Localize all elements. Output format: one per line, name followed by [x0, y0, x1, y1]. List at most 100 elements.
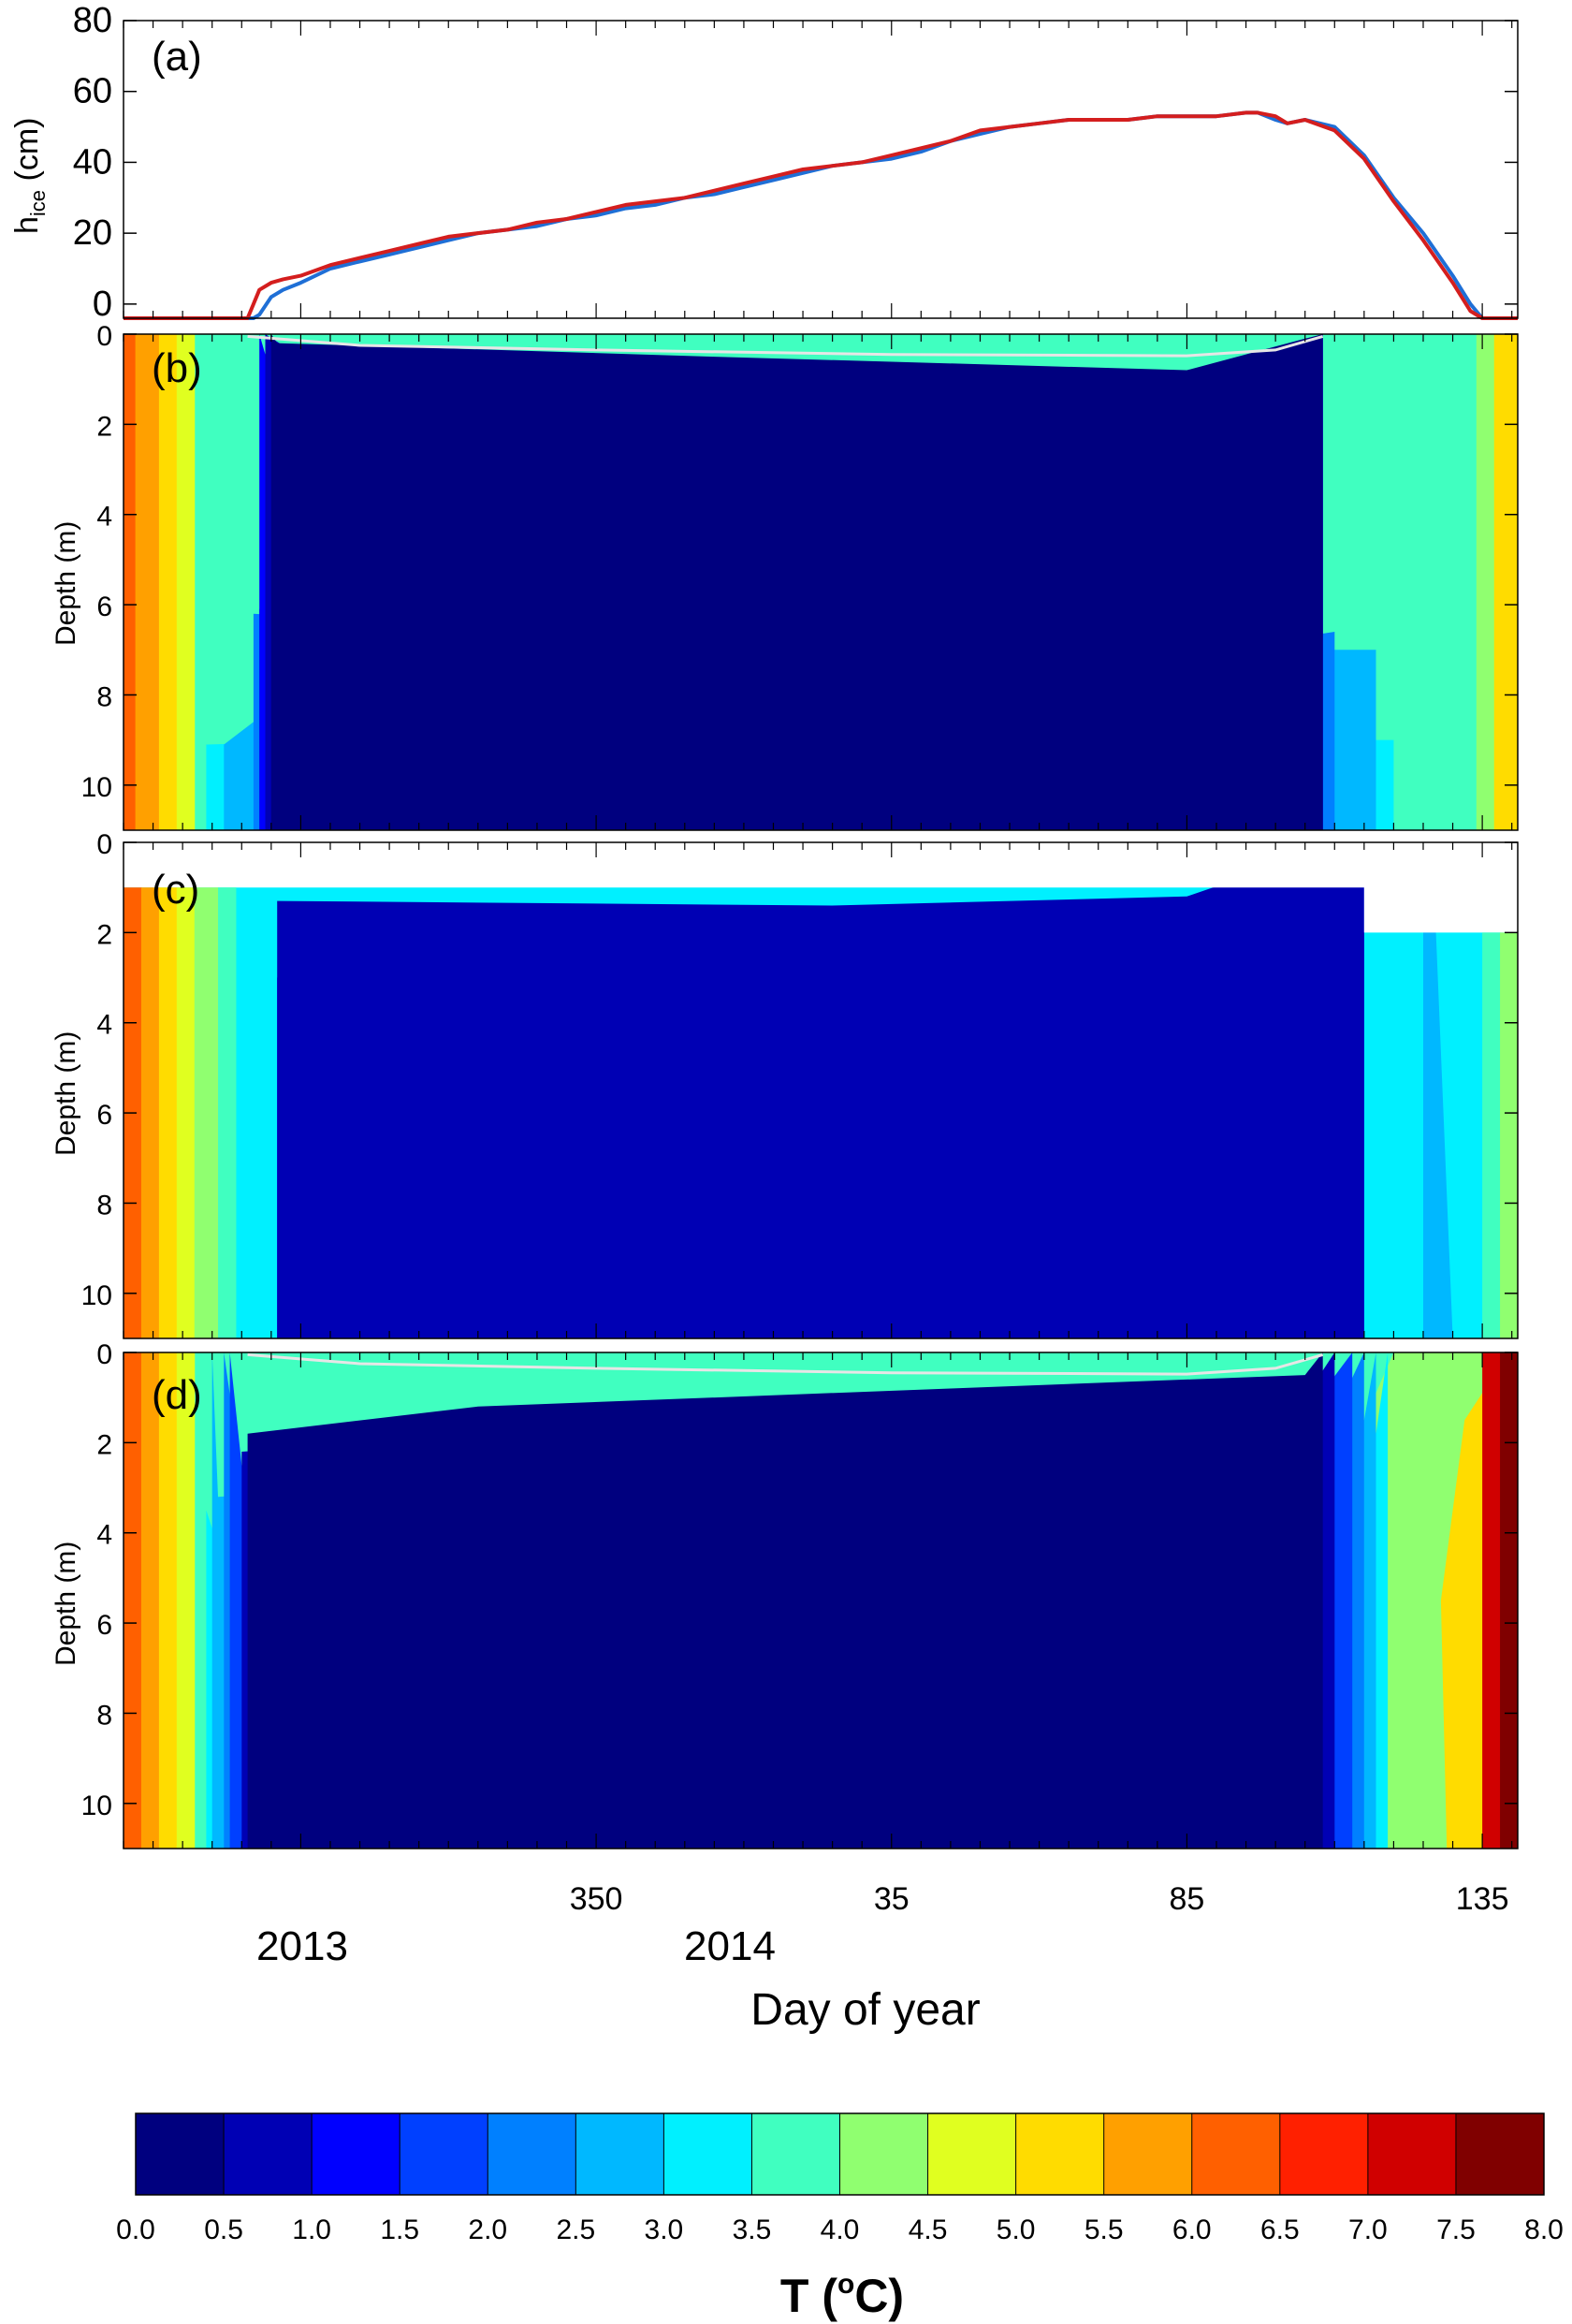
side-column-b-1 [135, 334, 160, 830]
colorbar-label: T (oC) [780, 2269, 904, 2322]
side-column-b-5 [1493, 334, 1518, 830]
xtick-label-85: 85 [1170, 1881, 1205, 1917]
ytick-label-a-20: 20 [73, 213, 112, 253]
contour-band-c-5 [277, 842, 1364, 1338]
colorbar-tick-label-13: 6.5 [1260, 2214, 1300, 2245]
colorbar-tick-label-10: 5.0 [997, 2214, 1036, 2245]
ytick-label-b-0: 0 [96, 321, 112, 352]
no-data-region-c [124, 842, 1518, 933]
colorbar-swatch-5 [575, 2113, 664, 2195]
colorbar-tick-label-11: 5.5 [1084, 2214, 1124, 2245]
ylabel-a-main: h [9, 216, 45, 234]
ytick-label-c-4: 4 [96, 1010, 112, 1041]
ytick-label-a-0: 0 [93, 285, 112, 324]
panel-c [124, 842, 1518, 1338]
side-column-c-5 [218, 887, 237, 1338]
ytick-label-a-60: 60 [73, 72, 112, 111]
ytick-label-c-10: 10 [81, 1280, 112, 1311]
panel-a-label: (a) [152, 34, 202, 80]
heatmap-b [124, 334, 1518, 830]
colorbar-tick-label-0: 0.0 [116, 2214, 155, 2245]
colorbar-swatch-1 [224, 2113, 313, 2195]
ytick-label-b-6: 6 [96, 592, 112, 622]
side-column-b-3 [176, 334, 196, 830]
ytick-label-c-6: 6 [96, 1100, 112, 1131]
panel-b [124, 334, 1518, 830]
colorbar-tick-label-1: 0.5 [204, 2214, 243, 2245]
ytick-label-d-8: 8 [96, 1700, 112, 1731]
heatmap-d [124, 1352, 1518, 1849]
colorbar-swatch-0 [136, 2113, 225, 2195]
side-column-c-7 [1500, 932, 1518, 1338]
side-column-c-6 [1482, 932, 1501, 1338]
panel-d-label: (d) [152, 1372, 202, 1418]
year-label-2013: 2013 [256, 1923, 348, 1969]
colorbar-swatch-14 [1367, 2113, 1457, 2195]
colorbar-swatch-11 [1103, 2113, 1193, 2195]
side-column-d-4 [1482, 1352, 1501, 1849]
colorbar-swatch-13 [1279, 2113, 1369, 2195]
ytick-label-b-10: 10 [81, 772, 112, 803]
side-column-c-1 [140, 887, 160, 1338]
year-label-2014: 2014 [684, 1923, 776, 1969]
colorbar-swatch-2 [312, 2113, 400, 2195]
colorbar-label-end: C) [854, 2270, 904, 2322]
ytick-label-a-80: 80 [73, 1, 112, 40]
frame-c [123, 841, 1519, 1339]
colorbar-tick-label-12: 6.0 [1172, 2214, 1212, 2245]
ice-thickness-series-2 [124, 110, 1518, 320]
panel-c-label: (c) [152, 867, 199, 913]
ylabel-b: Depth (m) [51, 521, 81, 646]
side-column-b-2 [158, 334, 178, 830]
ytick-label-c-2: 2 [96, 919, 112, 950]
colorbar-swatch-4 [488, 2113, 576, 2195]
colorbar-swatch-9 [927, 2113, 1017, 2195]
colorbar-label-main: T ( [780, 2270, 837, 2322]
ytick-label-a-40: 40 [73, 142, 112, 182]
colorbar-tick-label-8: 4.0 [821, 2214, 860, 2245]
colorbar-tick-label-6: 3.0 [645, 2214, 684, 2245]
ytick-label-c-0: 0 [96, 829, 112, 860]
contour-band-d-8 [247, 1352, 1323, 1849]
colorbar-swatch-8 [839, 2113, 929, 2195]
ytick-label-d-4: 4 [96, 1520, 112, 1551]
colorbar-swatch-10 [1015, 2113, 1105, 2195]
colorbar-tick-label-9: 4.5 [909, 2214, 948, 2245]
heatmap-c [124, 842, 1518, 1338]
ylabel-a-unit: (cm) [9, 118, 45, 190]
colorbar-label-sup: o [837, 2269, 854, 2300]
side-column-d-2 [158, 1352, 178, 1849]
colorbar-tick-label-14: 7.0 [1348, 2214, 1388, 2245]
ice-bottom-line-d [247, 1352, 1324, 1376]
side-column-c-2 [158, 887, 178, 1338]
ylabel-d: Depth (m) [51, 1542, 81, 1666]
frame-b [123, 333, 1519, 831]
colorbar-tick-label-4: 2.0 [468, 2214, 507, 2245]
xlabel: Day of year [750, 1985, 980, 2035]
ytick-label-c-8: 8 [96, 1190, 112, 1220]
colorbar-tick-label-16: 8.0 [1524, 2214, 1564, 2245]
contour-band-b-7 [270, 334, 1323, 830]
colorbar-swatch-12 [1191, 2113, 1281, 2195]
colorbar-swatch-15 [1455, 2113, 1545, 2195]
ylabel-a-sub: ice [26, 190, 50, 216]
xtick-label-35: 35 [874, 1881, 910, 1917]
ytick-label-d-6: 6 [96, 1610, 112, 1641]
side-column-b-0 [124, 334, 137, 830]
side-column-d-1 [140, 1352, 160, 1849]
ytick-label-b-8: 8 [96, 681, 112, 712]
colorbar-swatch-7 [751, 2113, 840, 2195]
colorbar-swatch-6 [663, 2113, 752, 2195]
colorbar-tick-label-15: 7.5 [1436, 2214, 1476, 2245]
panel-d [124, 1352, 1518, 1849]
panel-a [124, 110, 1518, 320]
side-column-c-4 [194, 887, 219, 1338]
frame-a [123, 20, 1519, 319]
ytick-label-d-10: 10 [81, 1791, 112, 1821]
ytick-label-d-2: 2 [96, 1429, 112, 1460]
xtick-label-350: 350 [570, 1881, 623, 1917]
colorbar-tick-label-3: 1.5 [380, 2214, 419, 2245]
side-column-d-5 [1500, 1352, 1518, 1849]
colorbar-tick-label-5: 2.5 [556, 2214, 595, 2245]
ice-bottom-line-b [247, 334, 1324, 358]
